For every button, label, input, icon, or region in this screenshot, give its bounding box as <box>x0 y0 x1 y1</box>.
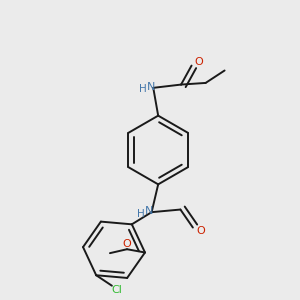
Text: O: O <box>122 239 131 249</box>
Text: O: O <box>197 226 206 236</box>
Text: H: H <box>137 209 145 220</box>
Text: H: H <box>139 85 146 94</box>
Text: N: N <box>145 206 153 216</box>
Text: O: O <box>194 57 203 67</box>
Text: Cl: Cl <box>111 285 122 295</box>
Text: N: N <box>146 82 155 92</box>
